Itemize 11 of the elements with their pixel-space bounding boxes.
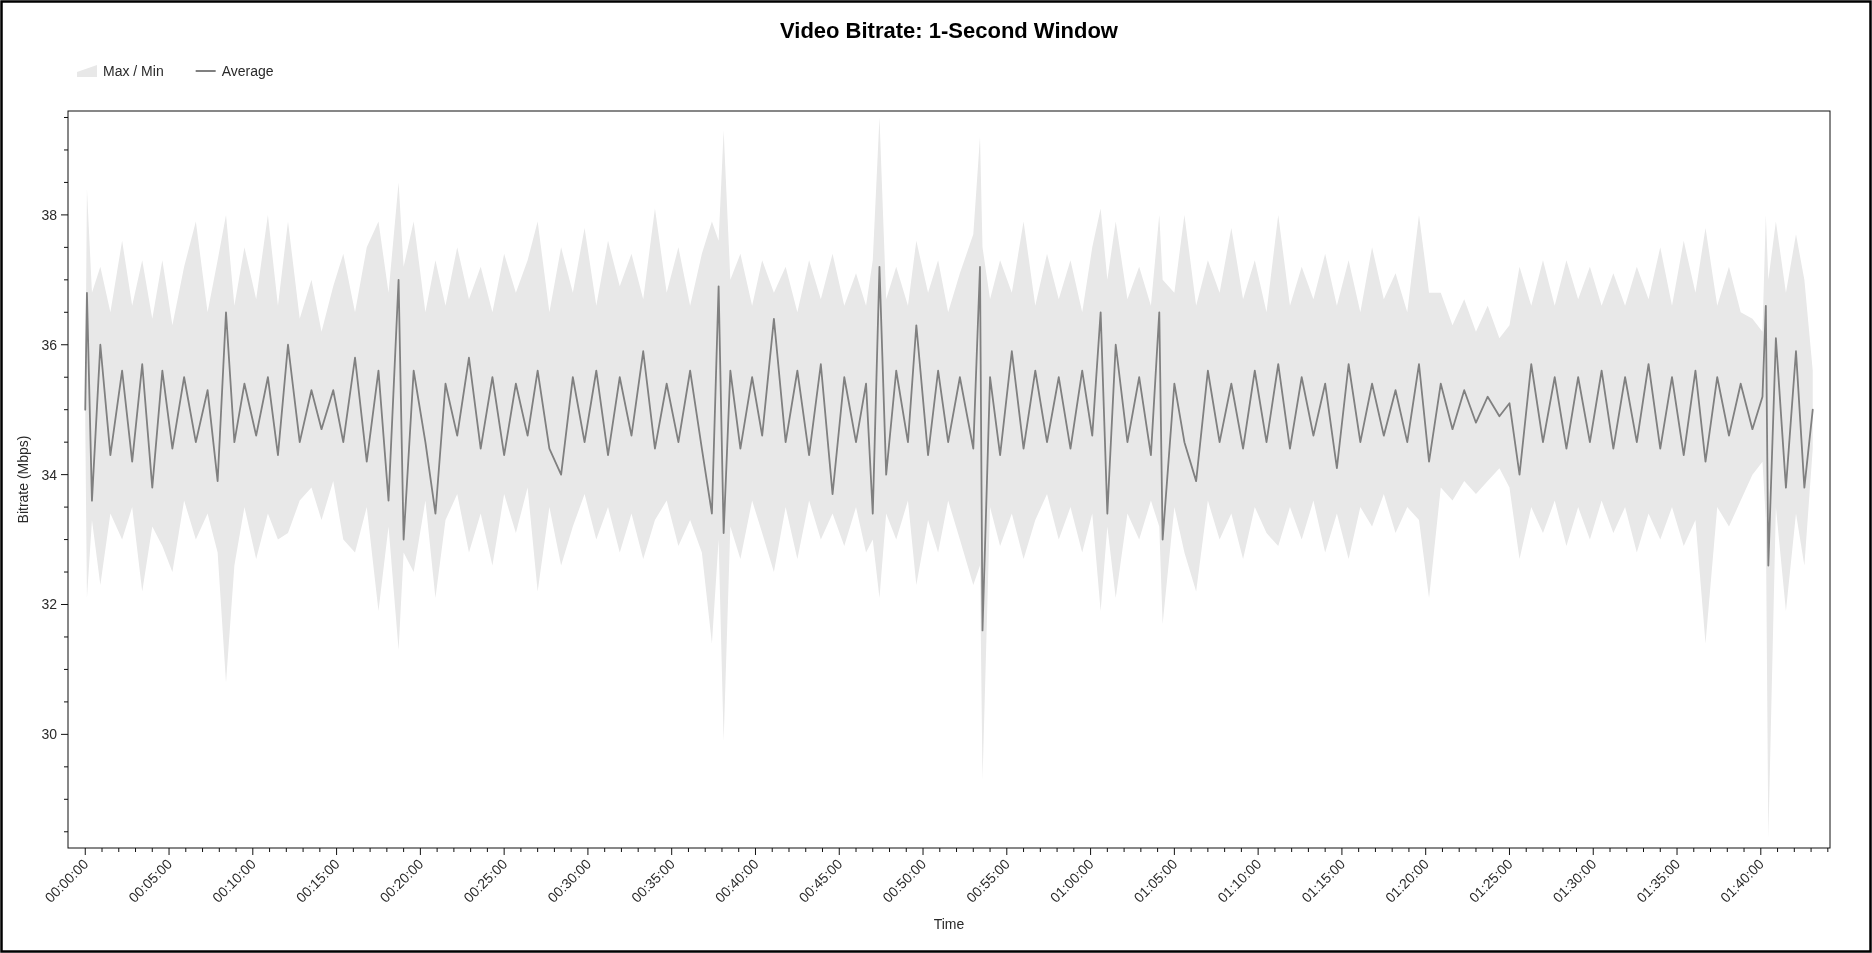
x-axis-title: Time — [933, 916, 965, 932]
y-axis-title: Bitrate (Mbps) — [15, 435, 31, 524]
legend-label: Average — [221, 62, 274, 79]
y-tick-label: 30 — [41, 726, 58, 743]
y-tick-label: 38 — [41, 206, 58, 223]
text: Max / Min — [103, 62, 164, 79]
y-tick-label: 32 — [41, 596, 58, 613]
y-tick-label: 34 — [41, 466, 58, 483]
y-tick-label: 36 — [41, 336, 58, 353]
chart-title: Video Bitrate: 1-Second Window — [780, 18, 1119, 43]
line-series — [84, 265, 1814, 632]
